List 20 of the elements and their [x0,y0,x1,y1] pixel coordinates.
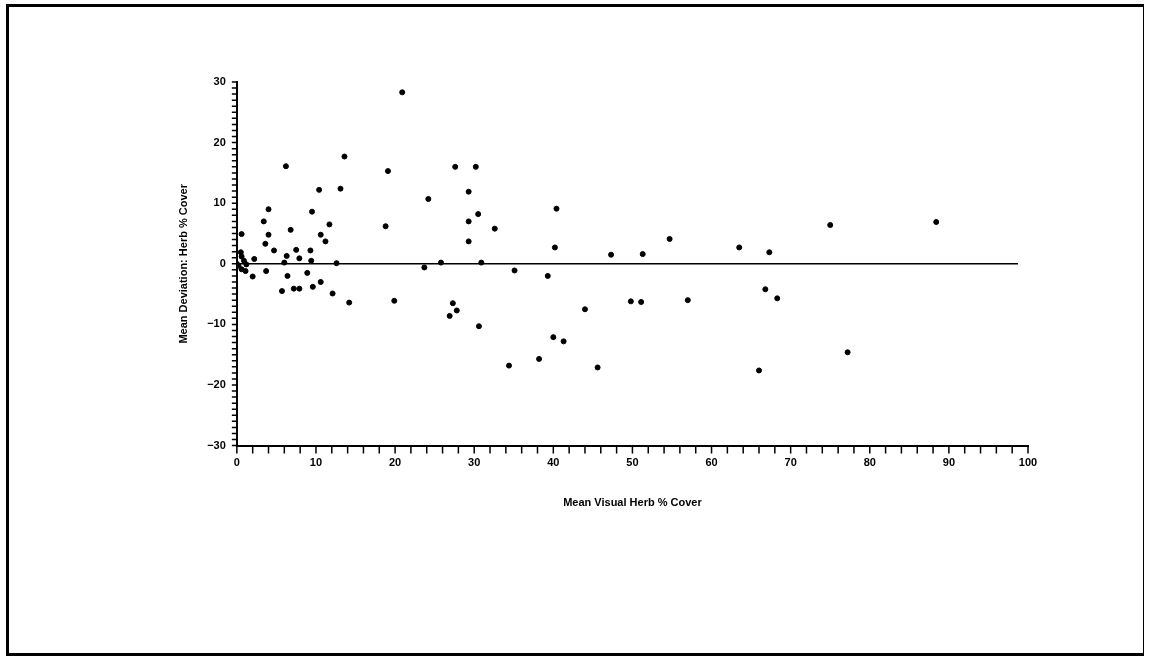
x-tick-label: 60 [705,456,718,469]
x-tick-label: 20 [388,456,402,469]
y-tick-label: 0 [219,256,226,269]
y-tick-label: −10 [207,317,226,330]
y-axis-title: Mean Deviation: Herb % Cover [176,183,189,344]
x-tick-label: 90 [942,456,956,469]
y-tick-label: 30 [213,75,226,88]
y-tick-label: −30 [207,438,226,451]
x-tick-label: 80 [863,456,876,469]
x-axis-title: Mean Visual Herb % Cover [563,496,703,509]
x-tick-label: 10 [309,456,323,469]
x-tick-label: 40 [547,456,560,469]
x-tick-label: 30 [468,456,481,469]
x-tick-label: 50 [626,456,639,469]
x-tick-label: 70 [784,456,797,469]
y-tick-label: −20 [207,378,226,391]
y-tick-label: 10 [213,196,226,209]
x-tick-label: 0 [233,456,240,469]
x-tick-label: 100 [1018,456,1038,469]
y-tick-label: 20 [213,135,226,148]
